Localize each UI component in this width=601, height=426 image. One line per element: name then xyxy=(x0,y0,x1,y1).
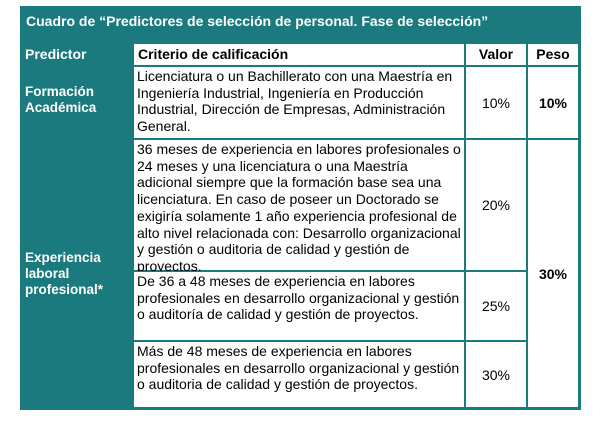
criterio-row-2: 36 meses de experiencia en labores profe… xyxy=(133,139,465,274)
criterio-row-4: Más de 48 meses de experiencia en labore… xyxy=(133,341,465,408)
predictor-experiencia-laboral: Experiencia laboral profesional* xyxy=(25,250,104,297)
predictor-formacion-academica: Formación Académica xyxy=(25,84,97,115)
criterio-row-3: De 36 a 48 meses de experiencia en labor… xyxy=(133,271,465,341)
header-criterio: Criterio de calificación xyxy=(133,43,465,66)
selection-predictors-table: Cuadro de “Predictores de selección de p… xyxy=(20,6,581,410)
valor-row-2: 20% xyxy=(465,139,527,271)
valor-row-1: 10% xyxy=(465,66,527,139)
table-title: Cuadro de “Predictores de selección de p… xyxy=(26,13,489,29)
peso-experiencia-laboral: 30% xyxy=(527,139,579,408)
header-valor: Valor xyxy=(465,43,527,66)
peso-formacion-academica: 10% xyxy=(527,66,579,139)
header-predictor: Predictor xyxy=(25,46,87,62)
header-peso: Peso xyxy=(527,43,579,66)
valor-row-4: 30% xyxy=(465,341,527,408)
criterio-row-1: Licenciatura o un Bachillerato con una M… xyxy=(133,66,465,139)
valor-row-3: 25% xyxy=(465,271,527,341)
